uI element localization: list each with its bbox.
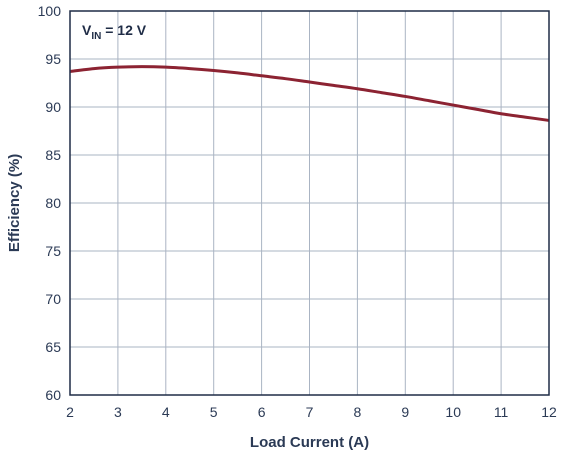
efficiency-line xyxy=(69,65,550,122)
plot-frame xyxy=(69,10,550,396)
x-tick-label: 6 xyxy=(258,404,266,420)
y-tick-label: 85 xyxy=(45,147,61,163)
x-tick-label: 3 xyxy=(114,404,122,420)
x-tick-labels: 2 3 4 5 6 7 8 9 10 11 12 xyxy=(66,404,557,420)
x-tick-label: 7 xyxy=(306,404,314,420)
vin-annotation: VIN = 12 V xyxy=(82,22,147,42)
y-tick-label: 65 xyxy=(45,339,61,355)
y-tick-label: 80 xyxy=(45,195,61,211)
grid-lines xyxy=(69,10,550,396)
x-tick-label: 5 xyxy=(210,404,218,420)
y-tick-labels: 60 65 70 75 80 85 90 95 100 xyxy=(38,3,62,403)
y-tick-label: 100 xyxy=(38,3,62,19)
y-tick-label: 70 xyxy=(45,291,61,307)
annotation-rest: = 12 V xyxy=(101,22,146,38)
annotation-subscript: IN xyxy=(91,31,101,42)
x-tick-label: 11 xyxy=(494,404,509,420)
x-tick-label: 2 xyxy=(66,404,74,420)
x-tick-label: 10 xyxy=(445,404,461,420)
y-axis-label: Efficiency (%) xyxy=(6,154,23,252)
y-tick-label: 60 xyxy=(45,387,61,403)
x-tick-label: 12 xyxy=(541,404,557,420)
y-tick-label: 95 xyxy=(45,51,61,67)
x-tick-label: 8 xyxy=(354,404,362,420)
y-tick-label: 75 xyxy=(45,243,61,259)
y-tick-label: 90 xyxy=(45,99,61,115)
series-layer xyxy=(69,65,550,122)
x-tick-label: 4 xyxy=(162,404,170,420)
x-tick-label: 9 xyxy=(401,404,409,420)
annotation-main: V xyxy=(82,22,92,38)
x-axis-label: Load Current (A) xyxy=(250,434,369,451)
